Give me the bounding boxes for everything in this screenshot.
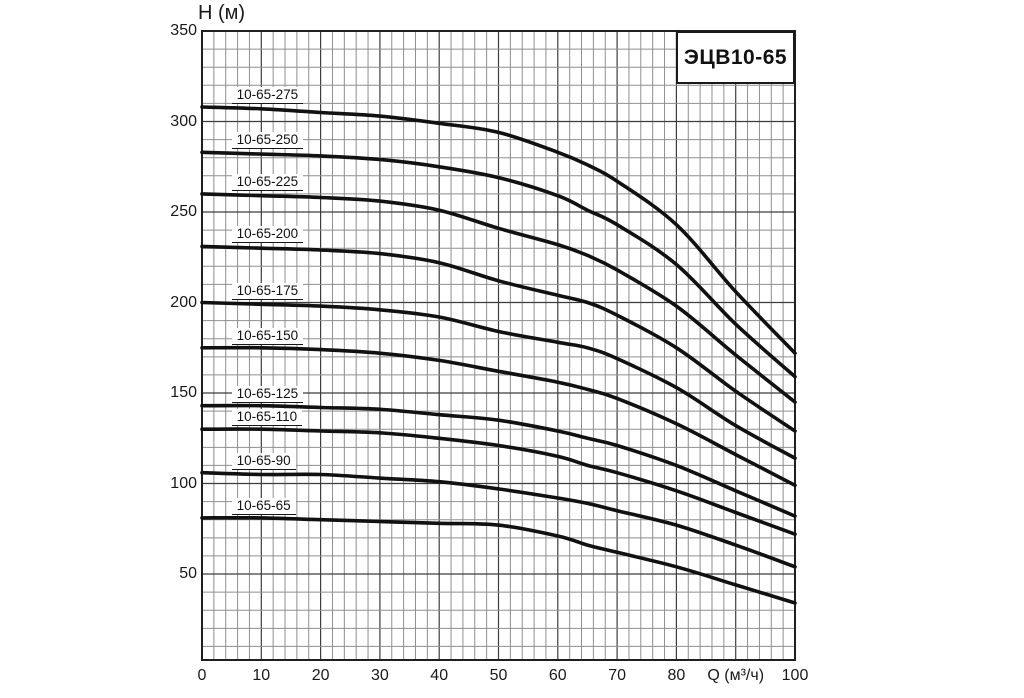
curve-10-65-90 [200,470,797,569]
y-tick-label-50: 50 [179,565,197,583]
curve-label-10-65-125: 10-65-125 [231,385,304,403]
curve-10-65-275 [200,105,797,355]
x-tick-label-80: 80 [667,667,686,684]
curve-10-65-65 [200,515,797,605]
curve-label-10-65-65: 10-65-65 [231,497,296,515]
curve-label-10-65-150: 10-65-150 [231,327,304,345]
curve-label-10-65-275: 10-65-275 [231,87,304,105]
chart-title-box: ЭЦВ10-65 [676,31,795,84]
y-axis-title: H (м) [198,2,246,24]
y-tick-label-350: 350 [170,22,197,39]
y-tick-label-200: 200 [170,293,197,311]
x-tick-label-30: 30 [370,667,389,684]
curve-10-65-175 [200,300,797,460]
x-tick-label-100: 100 [781,667,809,684]
curve-10-65-125 [200,403,797,518]
y-tick-label-250: 250 [170,203,197,220]
curve-label-10-65-110: 10-65-110 [231,409,303,427]
x-tick-label-50: 50 [489,667,508,684]
x-tick-label-60: 60 [548,667,567,684]
curve-10-65-110 [200,427,797,536]
y-tick-label-150: 150 [170,384,197,401]
y-tick-label-300: 300 [170,112,197,130]
curve-10-65-150 [200,345,797,488]
curve-label-10-65-225: 10-65-225 [231,173,304,191]
x-tick-label-20: 20 [311,667,330,684]
curve-10-65-225 [200,192,797,404]
plot-border [201,30,796,661]
x-tick-label-10: 10 [252,667,271,684]
curve-label-10-65-90: 10-65-90 [231,452,296,470]
curve-label-10-65-250: 10-65-250 [231,132,304,150]
curve-label-10-65-175: 10-65-175 [231,282,304,300]
x-axis-title: Q (м³/ч) [707,667,765,684]
curve-10-65-200 [200,244,797,433]
curve-10-65-250 [200,150,797,379]
y-tick-label-100: 100 [170,474,197,492]
x-tick-label-70: 70 [608,667,626,684]
x-tick-label-40: 40 [430,667,449,684]
x-tick-label-0: 0 [197,667,207,684]
curve-label-10-65-200: 10-65-200 [231,226,304,244]
